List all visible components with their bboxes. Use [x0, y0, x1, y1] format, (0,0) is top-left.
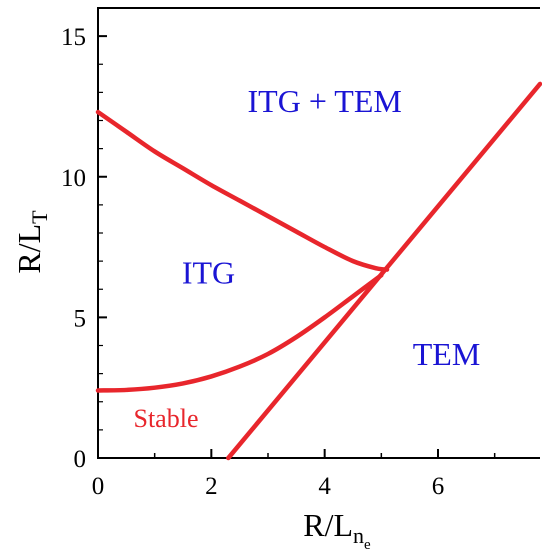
stable-itg-boundary [95, 272, 384, 393]
x-tick-label: 6 [432, 473, 445, 500]
x-tick-label: 4 [318, 473, 331, 500]
label-itg-tem: ITG + TEM [248, 83, 402, 119]
axis-ticks: 0 2 4 6 0 5 10 15 [61, 24, 496, 500]
label-itg: ITG [182, 255, 235, 291]
x-tick-label: 0 [92, 473, 105, 500]
y-tick-label: 0 [74, 446, 87, 473]
y-axis-title: R/LT [11, 210, 52, 274]
y-tick-label: 10 [61, 165, 86, 192]
x-axis-title: R/Lne [303, 507, 371, 551]
tem-boundary [226, 81, 542, 461]
axis-frame [97, 7, 540, 459]
label-tem: TEM [413, 336, 481, 372]
y-tick-label: 5 [74, 305, 87, 332]
y-tick-label: 15 [61, 24, 86, 51]
boundary-curves [95, 81, 542, 461]
itg-tem-boundary [95, 109, 390, 272]
x-tick-label: 2 [205, 473, 218, 500]
label-stable: Stable [134, 404, 199, 433]
region-labels: ITG + TEM ITG TEM Stable [134, 83, 481, 433]
plot-frame [97, 7, 540, 459]
